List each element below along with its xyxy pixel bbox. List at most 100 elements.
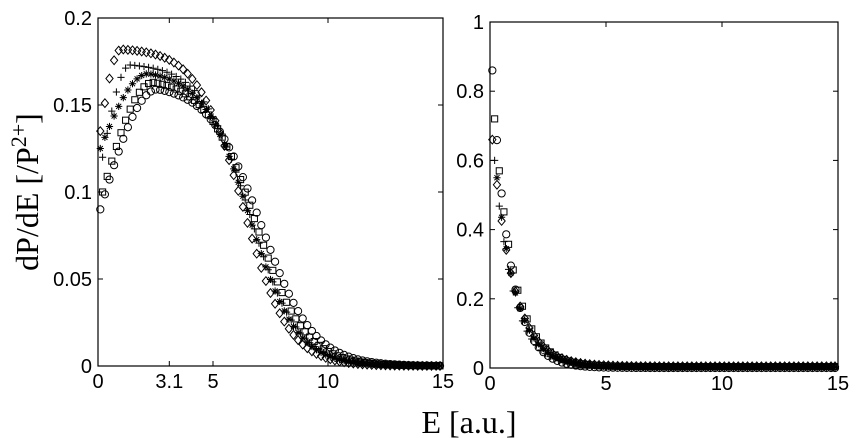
x-tick-label: 10: [711, 373, 733, 395]
data-point-square: [237, 176, 245, 184]
data-point-asterisk: [101, 133, 109, 141]
data-point-circle: [96, 205, 105, 214]
data-point-asterisk: [404, 362, 413, 370]
data-point-square: [122, 116, 130, 124]
data-point-circle: [418, 361, 427, 370]
data-point-asterisk: [248, 221, 256, 229]
data-point-circle: [202, 110, 211, 119]
data-point-circle: [488, 66, 497, 75]
data-point-circle: [215, 127, 224, 136]
data-point-plus: [99, 153, 107, 161]
data-point-diamond: [293, 335, 303, 346]
data-point-diamond: [188, 73, 197, 85]
data-point-asterisk: [544, 348, 552, 357]
data-point-asterisk: [147, 70, 155, 78]
x-tick-label: 3.1: [155, 371, 183, 393]
data-point-diamond: [155, 50, 165, 62]
data-point-asterisk: [558, 356, 566, 364]
data-point-circle: [179, 93, 188, 102]
data-point-asterisk: [381, 361, 390, 369]
data-point-plus: [532, 341, 540, 349]
data-point-asterisk: [400, 361, 408, 370]
data-point-asterisk: [161, 73, 169, 82]
data-point-diamond: [165, 54, 174, 66]
y-tick-label: 0.2: [64, 8, 92, 30]
data-point-circle: [156, 85, 165, 94]
data-point-asterisk: [96, 144, 104, 153]
data-point-circle: [386, 359, 395, 369]
data-point-square: [223, 142, 231, 150]
data-point-circle: [114, 147, 123, 156]
data-point-plus: [122, 64, 130, 72]
data-point-square: [99, 188, 107, 196]
data-point-circle: [137, 96, 146, 105]
data-point-asterisk: [280, 307, 288, 315]
data-point-asterisk: [188, 89, 196, 97]
data-point-square: [163, 82, 171, 90]
data-point-asterisk: [308, 342, 316, 351]
data-point-asterisk: [184, 85, 192, 93]
data-point-circle: [280, 279, 289, 288]
data-point-diamond: [151, 49, 160, 60]
data-point-asterisk: [257, 249, 265, 258]
data-point-asterisk: [502, 245, 510, 253]
data-point-asterisk: [271, 287, 279, 295]
left-data-points: [96, 44, 445, 372]
data-point-diamond: [183, 68, 192, 79]
data-point-plus: [504, 265, 513, 273]
y-tick-label: 0.05: [53, 269, 92, 291]
data-point-square: [505, 240, 513, 248]
data-point-circle: [289, 298, 298, 307]
x-tick-label: 5: [600, 373, 611, 395]
data-point-plus: [560, 358, 568, 366]
data-point-circle: [399, 360, 408, 369]
data-point-circle: [492, 135, 502, 145]
data-point-circle: [363, 357, 372, 366]
x-tick-label: 10: [317, 371, 339, 393]
data-point-square: [246, 201, 254, 209]
data-point-circle: [229, 152, 238, 161]
data-point-circle: [435, 361, 445, 370]
data-point-circle: [151, 85, 160, 94]
data-point-asterisk: [427, 362, 436, 370]
data-point-circle: [243, 184, 252, 193]
data-point-asterisk: [507, 269, 515, 277]
data-point-asterisk: [138, 71, 146, 80]
data-point-diamond: [169, 57, 179, 68]
data-point-diamond: [192, 79, 202, 91]
left-panel: 0 3.1 5 10 15 0 0.05 0.1 0.15 0.2: [53, 8, 454, 393]
data-point-asterisk: [285, 315, 293, 323]
data-point-plus: [491, 156, 499, 164]
data-point-asterisk: [572, 359, 580, 367]
data-point-circle: [183, 95, 192, 104]
data-point-circle: [497, 189, 506, 198]
y-tick-label: 0: [81, 356, 92, 378]
data-point-square: [273, 278, 281, 286]
data-point-circle: [275, 268, 284, 278]
data-point-plus: [149, 64, 157, 72]
right-plot-frame: [489, 21, 839, 369]
data-point-circle: [261, 233, 270, 242]
data-point-asterisk: [253, 235, 261, 244]
data-point-plus: [135, 62, 143, 70]
data-point-asterisk: [386, 361, 394, 369]
data-point-square: [264, 254, 272, 262]
data-point-circle: [257, 221, 266, 230]
data-point-plus: [145, 63, 153, 71]
data-point-circle: [174, 91, 183, 100]
data-point-asterisk: [262, 263, 270, 271]
data-point-square: [495, 167, 503, 175]
data-point-asterisk: [363, 360, 371, 368]
data-point-asterisk: [576, 360, 585, 368]
data-point-circle: [303, 321, 312, 330]
data-point-circle: [312, 331, 321, 341]
data-point-circle: [248, 196, 257, 205]
y-tick-label: 0.8: [456, 81, 484, 103]
data-point-diamond: [197, 87, 206, 98]
data-point-square: [131, 96, 139, 104]
data-point-circle: [128, 112, 137, 121]
data-point-asterisk: [525, 326, 534, 334]
data-point-diamond: [492, 179, 502, 190]
y-tick-label: 0.4: [456, 220, 484, 242]
data-point-square: [269, 266, 277, 274]
